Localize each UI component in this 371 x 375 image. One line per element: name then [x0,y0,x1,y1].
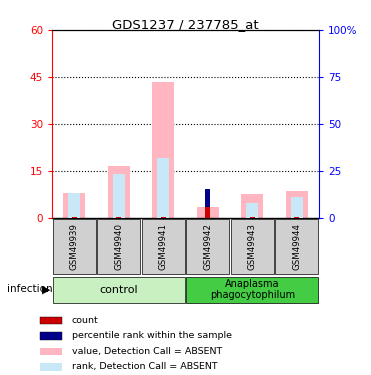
Bar [68,192,81,217]
Text: GDS1237 / 237785_at: GDS1237 / 237785_at [112,18,259,31]
Bar [152,82,174,218]
Text: rank, Detection Call = ABSENT: rank, Detection Call = ABSENT [72,362,217,371]
Text: control: control [99,285,138,295]
Bar [108,166,130,218]
Bar [186,219,229,274]
Bar [186,277,318,303]
Bar [231,219,274,274]
Text: ▶: ▶ [42,285,50,294]
Bar [40,332,62,340]
Bar [246,203,259,217]
Bar [40,348,62,355]
Bar [205,189,210,207]
Bar [40,317,62,324]
Bar [241,194,263,217]
Text: GSM49943: GSM49943 [248,223,257,270]
Text: GSM49944: GSM49944 [292,223,301,270]
Bar [205,207,210,218]
Text: Anaplasma
phagocytophilum: Anaplasma phagocytophilum [210,279,295,300]
Bar [275,219,318,274]
Bar [142,219,185,274]
Bar [291,197,303,217]
Bar [286,191,308,217]
Bar [113,174,125,217]
Bar [53,277,185,303]
Bar [197,207,219,218]
Bar [157,158,170,218]
Text: infection: infection [7,285,53,294]
Bar [63,192,85,217]
Text: GSM49941: GSM49941 [159,223,168,270]
Text: count: count [72,316,98,325]
Text: GSM49940: GSM49940 [114,223,123,270]
Text: percentile rank within the sample: percentile rank within the sample [72,332,232,340]
Bar [97,219,140,274]
Text: GSM49939: GSM49939 [70,223,79,270]
Text: GSM49942: GSM49942 [203,223,212,270]
Text: value, Detection Call = ABSENT: value, Detection Call = ABSENT [72,347,222,356]
Bar [40,363,62,370]
Bar [53,219,96,274]
